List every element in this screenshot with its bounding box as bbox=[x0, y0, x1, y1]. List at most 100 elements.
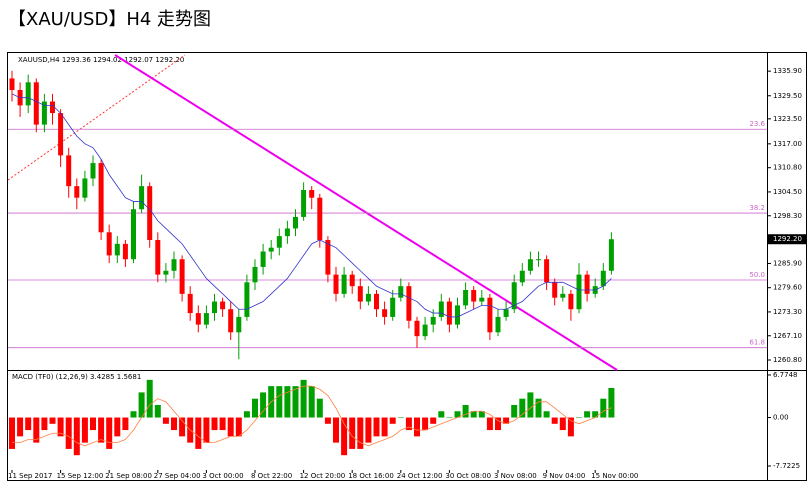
macd-bar bbox=[300, 379, 307, 418]
y-tick-label: 1273.30 bbox=[773, 308, 802, 316]
candle-body bbox=[163, 270, 169, 275]
macd-bar bbox=[130, 411, 137, 418]
level-label: 61.8 bbox=[749, 339, 765, 347]
macd-bar bbox=[243, 411, 250, 418]
macd-tick-label: 6.7748 bbox=[773, 371, 798, 379]
x-tick-label: 8 Oct 22:00 bbox=[251, 472, 292, 480]
candle-body bbox=[382, 309, 388, 317]
macd-bar bbox=[316, 398, 323, 418]
macd-bar bbox=[122, 417, 129, 431]
macd-bar bbox=[373, 417, 380, 437]
y-tick-label: 1285.90 bbox=[773, 259, 802, 267]
macd-bar bbox=[308, 386, 315, 418]
macd-bar bbox=[495, 417, 501, 431]
x-tick-label: 15 Nov 00:00 bbox=[591, 472, 638, 480]
x-tick-label: 21 Sep 08:00 bbox=[105, 472, 152, 480]
macd-tick-label: -7.7225 bbox=[773, 462, 800, 470]
candle-body bbox=[33, 82, 39, 125]
x-tick-label: 30 Oct 08:00 bbox=[445, 472, 491, 480]
macd-bar bbox=[397, 417, 404, 419]
candle-body bbox=[74, 186, 80, 198]
macd-bar bbox=[25, 417, 32, 431]
candle-body bbox=[122, 243, 128, 260]
macd-bar bbox=[179, 417, 186, 437]
candle-body bbox=[333, 274, 339, 294]
current-price-box bbox=[768, 234, 806, 245]
candle-body bbox=[341, 274, 347, 294]
candle-body bbox=[325, 240, 331, 275]
dotted-trendline bbox=[7, 54, 186, 181]
macd-bar bbox=[106, 417, 113, 449]
candle-body bbox=[390, 297, 396, 317]
x-tick-label: 24 Oct 12:00 bbox=[397, 472, 443, 480]
candle-body bbox=[536, 259, 541, 261]
y-tick-label: 1335.90 bbox=[773, 67, 802, 75]
candle-body bbox=[568, 293, 574, 310]
macd-bar bbox=[519, 398, 526, 418]
candle-body bbox=[365, 293, 371, 302]
candle-body bbox=[495, 316, 501, 333]
y-tick-label: 1267.10 bbox=[773, 332, 802, 340]
macd-bar bbox=[592, 411, 599, 418]
macd-bar bbox=[17, 417, 24, 437]
candle-body bbox=[260, 251, 266, 267]
macd-bar bbox=[543, 411, 550, 418]
macd-bar bbox=[478, 411, 485, 418]
candle-body bbox=[479, 297, 485, 302]
macd-bar bbox=[195, 417, 202, 449]
candle-body bbox=[398, 286, 404, 298]
x-tick-label: 11 Sep 2017 bbox=[8, 472, 52, 480]
y-tick-label: 1310.80 bbox=[773, 164, 802, 172]
candle-body bbox=[503, 309, 509, 317]
macd-bar bbox=[357, 417, 364, 449]
macd-bar bbox=[284, 386, 291, 418]
candle-body bbox=[309, 190, 315, 198]
x-tick-label: 12 Oct 20:00 bbox=[300, 472, 346, 480]
candle-body bbox=[293, 216, 298, 229]
candle-body bbox=[139, 186, 145, 210]
macd-bar bbox=[559, 417, 566, 431]
macd-bar bbox=[324, 417, 331, 424]
macd-bar bbox=[600, 398, 607, 418]
macd-bar bbox=[341, 417, 348, 456]
candle-body bbox=[50, 101, 55, 114]
candle-body bbox=[608, 239, 614, 271]
candle-body bbox=[584, 274, 590, 294]
macd-bar bbox=[41, 417, 48, 431]
macd-bar bbox=[154, 404, 161, 418]
candle-body bbox=[155, 240, 161, 275]
candle-body bbox=[58, 113, 64, 156]
x-tick-label: 18 Oct 16:00 bbox=[348, 472, 394, 480]
macd-bar bbox=[422, 417, 429, 431]
level-label: 23.6 bbox=[749, 120, 765, 128]
moving-average bbox=[11, 93, 612, 318]
candle-body bbox=[212, 301, 217, 314]
macd-bar bbox=[98, 417, 105, 443]
y-tick-label: 1323.50 bbox=[773, 115, 802, 123]
macd-bar bbox=[535, 398, 542, 418]
candle-body bbox=[41, 101, 47, 125]
macd-bar bbox=[49, 417, 56, 424]
macd-bar bbox=[276, 386, 283, 418]
macd-bar bbox=[33, 417, 40, 443]
candle-body bbox=[276, 236, 282, 248]
macd-tick-label: 0.00 bbox=[773, 414, 789, 422]
candle-body bbox=[244, 282, 250, 317]
candle-body bbox=[114, 243, 120, 256]
current-price-label: 1292.20 bbox=[773, 235, 802, 243]
candle-body bbox=[527, 259, 533, 271]
candle-body bbox=[349, 274, 355, 287]
y-tick-label: 1260.80 bbox=[773, 356, 802, 364]
macd-bar bbox=[584, 411, 591, 418]
candle-body bbox=[552, 282, 558, 298]
candle-body bbox=[268, 247, 274, 252]
candle-body bbox=[357, 286, 363, 302]
candle-body bbox=[446, 301, 452, 325]
y-tick-label: 1298.30 bbox=[773, 212, 802, 220]
candle-body bbox=[301, 190, 307, 217]
macd-bar bbox=[511, 404, 518, 418]
macd-bar bbox=[454, 411, 461, 418]
macd-bar bbox=[349, 417, 356, 449]
candle-body bbox=[203, 313, 209, 325]
x-tick-label: 3 Oct 00:00 bbox=[202, 472, 243, 480]
